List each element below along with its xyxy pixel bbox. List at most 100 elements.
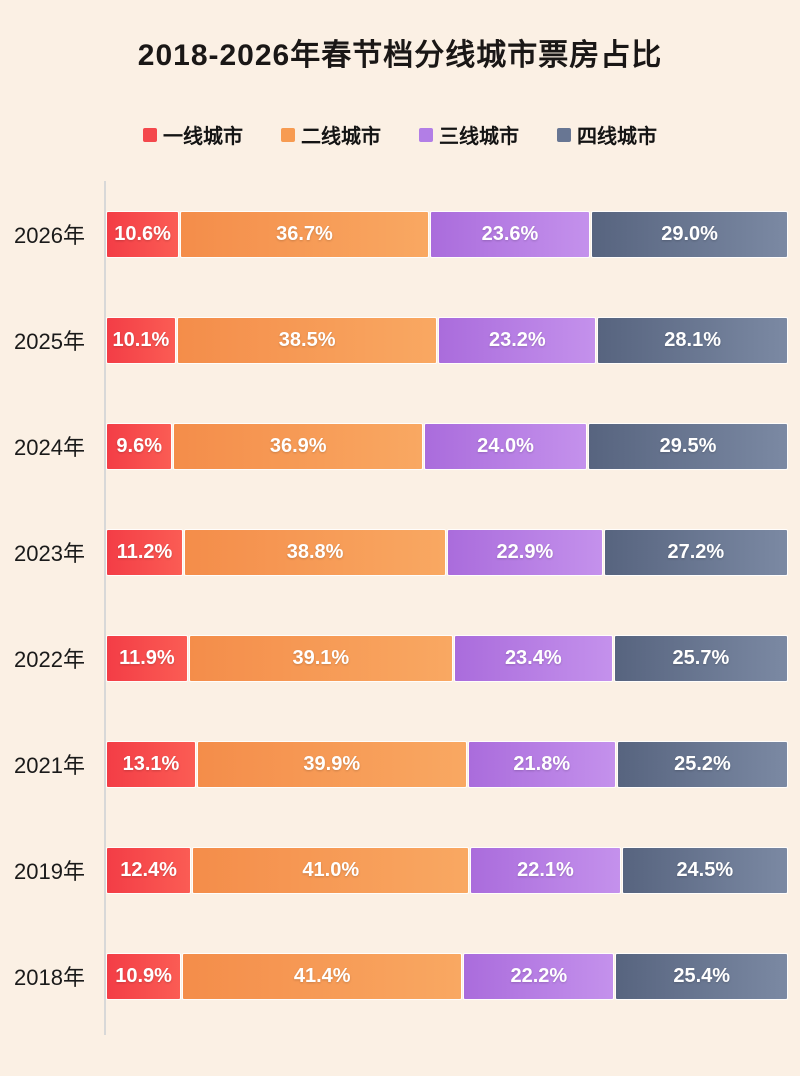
legend-marker-icon — [281, 127, 295, 142]
bar-segment: 29.0% — [592, 211, 787, 257]
bar-segment: 25.4% — [616, 953, 787, 999]
stacked-bar: 10.9% 41.4% 22.2% 25.4% — [107, 953, 787, 999]
bar-segment: 10.1% — [107, 317, 175, 363]
bar-segment: 41.4% — [183, 953, 462, 999]
bar-segment-value: 41.4% — [293, 964, 351, 987]
bar-segment-value: 12.4% — [120, 858, 177, 881]
table-row: 2026年 10.6% 36.7% 23.6% 29.0% — [0, 181, 800, 287]
bar-segment-value: 11.2% — [116, 540, 173, 563]
bar-segment: 22.9% — [448, 529, 602, 575]
bar-segment: 10.9% — [107, 953, 181, 999]
legend-item-0: 一线城市 — [143, 120, 243, 149]
year-label: 2025年 — [14, 329, 85, 354]
bar-segment-value: 29.0% — [661, 222, 718, 245]
bar-segment: 38.5% — [177, 317, 437, 363]
bar-segment: 38.8% — [185, 529, 446, 575]
bar-segment: 24.5% — [622, 847, 787, 893]
legend-item-3: 四线城市 — [557, 120, 657, 149]
bar-segment-value: 29.5% — [659, 434, 717, 457]
table-row: 2021年 13.1% 39.9% 21.8% 25.2% — [0, 711, 800, 817]
bar-segment-value: 11.9% — [119, 646, 175, 669]
bar-segment: 24.0% — [425, 423, 587, 469]
bar-segment-value: 41.0% — [302, 858, 360, 881]
legend-item-1: 二线城市 — [281, 120, 381, 149]
bar-segment-value: 22.1% — [517, 858, 574, 881]
bar-segment: 41.0% — [193, 847, 469, 893]
bar-segment-value: 27.2% — [667, 540, 725, 563]
stacked-bar: 11.2% 38.8% 22.9% 27.2% — [107, 529, 787, 575]
bar-segment-value: 38.5% — [278, 328, 336, 351]
chart-area: 2026年 10.6% 36.7% 23.6% 29.0% 2025年 10.1% 38.5%… — [0, 181, 800, 1035]
year-label: 2026年 — [14, 223, 85, 248]
legend-label: 四线城市 — [577, 126, 657, 148]
bar-segment-value: 24.0% — [477, 434, 534, 457]
stacked-bar: 10.1% 38.5% 23.2% 28.1% — [107, 317, 787, 363]
bar-rows: 2026年 10.6% 36.7% 23.6% 29.0% 2025年 10.1% 38.5%… — [0, 181, 800, 1029]
bar-segment: 25.7% — [614, 635, 788, 681]
legend-marker-icon — [419, 127, 433, 142]
legend-marker-icon — [557, 127, 571, 142]
bar-segment-value: 23.4% — [504, 646, 562, 669]
bar-segment-value: 10.6% — [114, 222, 171, 245]
bar-segment: 23.2% — [439, 317, 596, 363]
stacked-bar: 13.1% 39.9% 21.8% 25.2% — [107, 741, 788, 787]
table-row: 2019年 12.4% 41.0% 22.1% 24.5% — [0, 817, 800, 923]
year-label: 2019年 — [14, 859, 85, 884]
bar-segment: 22.2% — [464, 953, 614, 999]
bar-segment-value: 28.1% — [664, 328, 721, 351]
bar-segment: 22.1% — [471, 847, 620, 893]
legend-marker-icon — [143, 127, 157, 142]
bar-segment-value: 22.9% — [496, 540, 554, 563]
table-row: 2025年 10.1% 38.5% 23.2% 28.1% — [0, 287, 800, 393]
stacked-bar: 9.6% 36.9% 24.0% 29.5% — [107, 423, 787, 469]
bar-segment: 11.9% — [107, 635, 187, 681]
bar-segment-value: 36.9% — [269, 434, 327, 457]
stacked-bar: 10.6% 36.7% 23.6% 29.0% — [107, 211, 787, 257]
year-label: 2022年 — [14, 647, 85, 672]
bar-segment: 25.2% — [617, 741, 788, 787]
bar-segment: 9.6% — [107, 423, 172, 469]
bar-segment: 36.7% — [181, 211, 428, 257]
bar-segment: 23.6% — [430, 211, 590, 257]
chart-title: 2018-2026年春节档分线城市票房占比 — [137, 39, 663, 72]
bar-segment: 11.2% — [107, 529, 183, 575]
table-row: 2018年 10.9% 41.4% 22.2% 25.4% — [0, 923, 800, 1029]
bar-segment-value: 23.2% — [488, 328, 546, 351]
legend-label: 二线城市 — [301, 126, 381, 148]
bar-segment-value: 24.5% — [676, 858, 734, 881]
bar-segment: 21.8% — [468, 741, 615, 787]
bar-segment: 12.4% — [107, 847, 191, 893]
bar-segment: 39.9% — [197, 741, 466, 787]
bar-segment-value: 9.6% — [116, 434, 162, 457]
legend-label: 一线城市 — [163, 126, 243, 148]
bar-segment: 28.1% — [598, 317, 787, 363]
bar-segment-value: 38.8% — [286, 540, 344, 563]
bar-segment: 36.9% — [174, 423, 423, 469]
bar-segment: 13.1% — [107, 741, 195, 787]
bar-segment-value: 10.1% — [112, 328, 170, 351]
bar-segment: 27.2% — [604, 529, 787, 575]
bar-segment-value: 23.6% — [481, 222, 539, 245]
bar-segment-value: 36.7% — [276, 222, 333, 245]
bar-segment-value: 25.4% — [673, 964, 731, 987]
bar-segment-value: 25.2% — [674, 752, 731, 775]
year-label: 2018年 — [14, 965, 85, 990]
year-label: 2024年 — [14, 435, 85, 460]
table-row: 2024年 9.6% 36.9% 24.0% 29.5% — [0, 393, 800, 499]
bar-segment-value: 13.1% — [122, 752, 180, 775]
legend-item-2: 三线城市 — [419, 120, 519, 149]
bar-segment-value: 10.9% — [115, 964, 172, 987]
year-label: 2021年 — [14, 753, 85, 778]
table-row: 2022年 11.9% 39.1% 23.4% 25.7% — [0, 605, 800, 711]
year-label: 2023年 — [14, 541, 85, 566]
bar-segment-value: 22.2% — [510, 964, 568, 987]
stacked-bar: 11.9% 39.1% 23.4% 25.7% — [107, 635, 788, 681]
bar-segment: 10.6% — [107, 211, 179, 257]
bar-segment-value: 21.8% — [513, 752, 571, 775]
legend: 一线城市 二线城市 三线城市 四线城市 — [0, 120, 800, 149]
legend-label: 三线城市 — [439, 126, 519, 148]
y-axis-line — [104, 181, 106, 1035]
table-row: 2023年 11.2% 38.8% 22.9% 27.2% — [0, 499, 800, 605]
bar-segment: 39.1% — [189, 635, 452, 681]
bar-segment-value: 39.9% — [303, 752, 361, 775]
